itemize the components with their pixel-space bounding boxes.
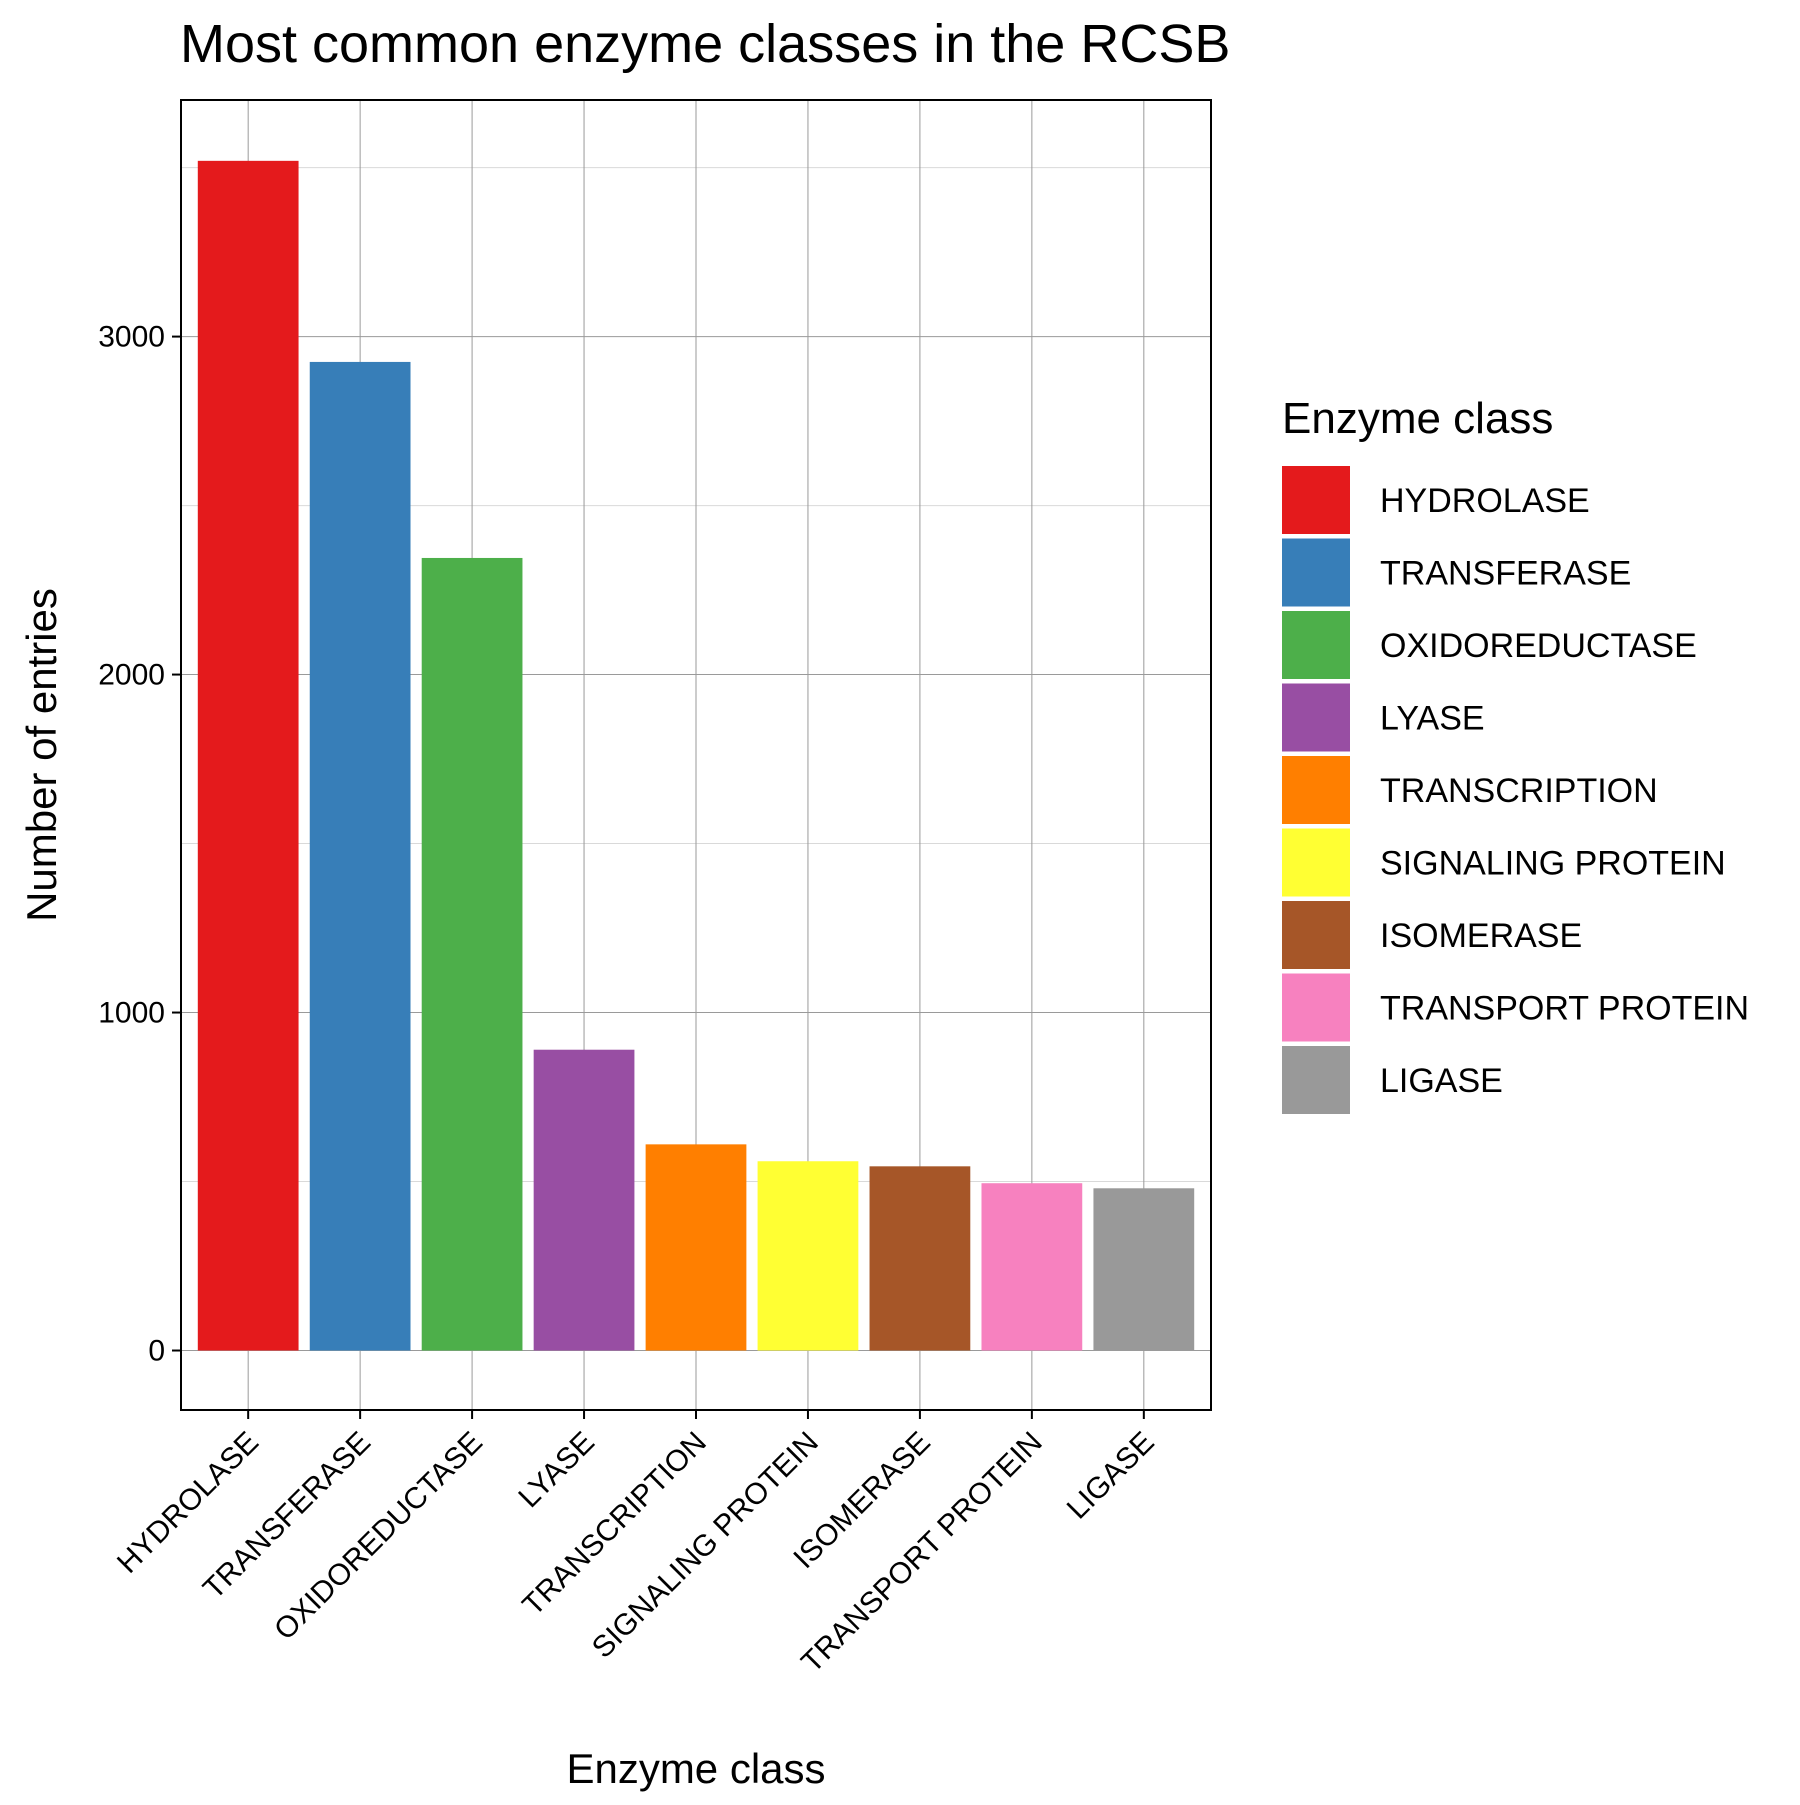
bar-ligase: [1093, 1188, 1195, 1351]
chart-title: Most common enzyme classes in the RCSB: [180, 14, 1230, 74]
legend-swatch: [1282, 683, 1350, 752]
bar-transport-protein: [981, 1183, 1083, 1351]
legend-label: TRANSFERASE: [1380, 555, 1631, 593]
legend-swatch: [1282, 973, 1350, 1042]
legend-swatch: [1282, 611, 1350, 679]
legend-label: TRANSCRIPTION: [1380, 772, 1658, 810]
legend-items: HYDROLASE TRANSFERASE OXIDOREDUCTASE LYASE T…: [1282, 466, 1749, 1114]
y-tick-label: 2000: [98, 659, 165, 692]
legend-swatch: [1282, 1046, 1350, 1114]
legend: Enzyme class HYDROLASE TRANSFERASE OXIDORE…: [1282, 394, 1749, 1114]
legend-swatch: [1282, 828, 1350, 897]
y-axis-title: Number of entries: [18, 588, 65, 922]
bar-oxidoreductase: [421, 557, 523, 1351]
bar-lyase: [533, 1049, 635, 1351]
legend-title: Enzyme class: [1282, 394, 1553, 443]
legend-label: LIGASE: [1380, 1062, 1503, 1100]
x-tick-label: SIGNALING PROTEIN: [586, 1426, 825, 1665]
legend-label: HYDROLASE: [1380, 482, 1590, 520]
x-tick-label: OXIDOREDUCTASE: [268, 1426, 489, 1647]
y-tick-label: 1000: [98, 997, 165, 1030]
legend-label: ISOMERASE: [1380, 917, 1582, 955]
legend-label: SIGNALING PROTEIN: [1380, 845, 1726, 883]
legend-label: OXIDOREDUCTASE: [1380, 627, 1697, 665]
x-tick-label: TRANSCRIPTION: [516, 1426, 713, 1623]
bar-transferase: [309, 361, 411, 1351]
bars: [197, 160, 1195, 1351]
x-axis-title: Enzyme class: [566, 1745, 825, 1792]
legend-swatch: [1282, 756, 1350, 824]
bar-isomerase: [869, 1166, 971, 1351]
legend-swatch: [1282, 466, 1350, 534]
x-tick-label: LYASE: [512, 1426, 601, 1515]
y-axis: 0 1000 2000 3000: [98, 321, 181, 1368]
bar-hydrolase: [197, 160, 299, 1351]
legend-label: LYASE: [1380, 700, 1485, 738]
legend-swatch: [1282, 901, 1350, 969]
y-tick-label: 0: [148, 1335, 165, 1368]
bar-signaling-protein: [757, 1161, 859, 1351]
legend-label: TRANSPORT PROTEIN: [1380, 990, 1749, 1028]
legend-swatch: [1282, 538, 1350, 607]
y-tick-label: 3000: [98, 321, 165, 354]
x-tick-label: LIGASE: [1061, 1426, 1161, 1526]
bar-transcription: [645, 1144, 747, 1351]
